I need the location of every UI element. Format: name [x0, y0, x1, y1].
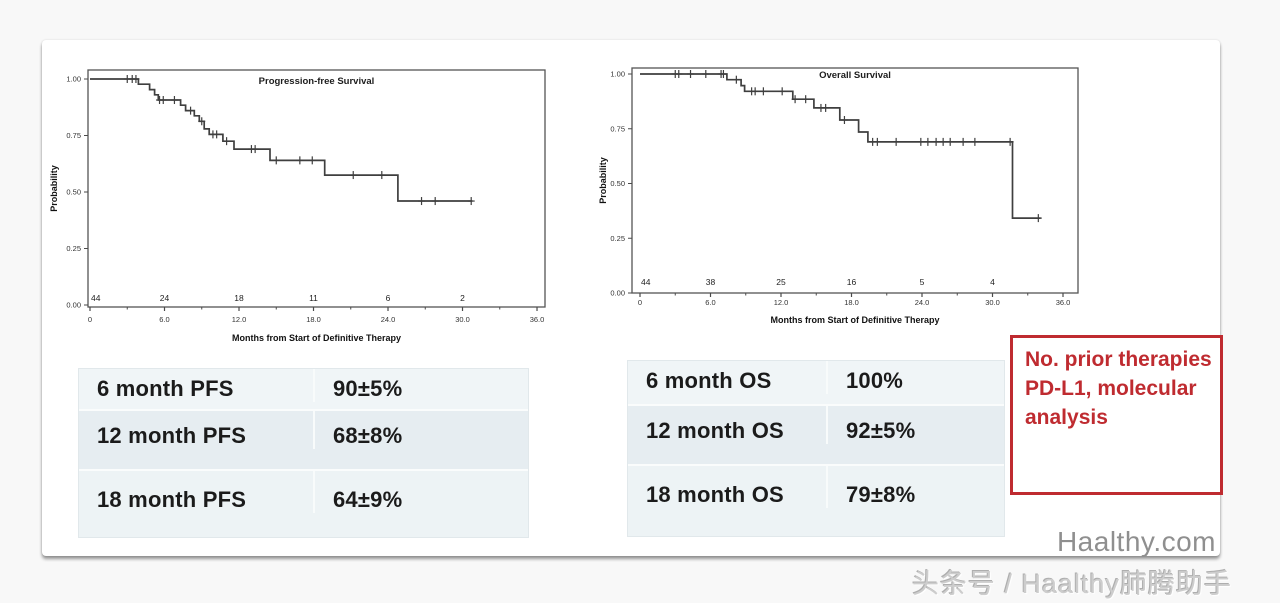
pfs-summary-table: 6 month PFS 90±5% 12 month PFS 68±8% 18 …: [78, 368, 529, 538]
svg-text:0.75: 0.75: [610, 124, 625, 133]
svg-text:36.0: 36.0: [1056, 298, 1071, 307]
os-summary-table: 6 month OS 100% 12 month OS 92±5% 18 mon…: [627, 360, 1005, 537]
svg-text:Progression-free Survival: Progression-free Survival: [259, 76, 375, 87]
svg-text:0.50: 0.50: [610, 179, 625, 188]
svg-text:44: 44: [641, 277, 651, 287]
svg-text:18.0: 18.0: [306, 315, 321, 324]
svg-text:0.25: 0.25: [66, 244, 81, 253]
svg-text:0: 0: [638, 298, 642, 307]
svg-text:44: 44: [91, 293, 101, 303]
metric-value: 100%: [826, 361, 1004, 394]
svg-text:Months from Start of Definitiv: Months from Start of Definitive Therapy: [770, 315, 939, 325]
note-line: PD-L1, molecular analysis: [1025, 377, 1197, 429]
annotation-note-box: No. prior therapies PD-L1, molecular ana…: [1010, 335, 1223, 495]
svg-text:0.75: 0.75: [66, 131, 81, 140]
metric-value: 79±8%: [826, 466, 1004, 508]
svg-text:30.0: 30.0: [985, 298, 1000, 307]
os-km-chart: 1.00 0.75 0.50 0.25 0.00 0 6.0 12.0 18.0 24.0 30.0…: [598, 67, 1079, 325]
svg-text:1.00: 1.00: [610, 70, 625, 79]
svg-text:12.0: 12.0: [774, 298, 789, 307]
svg-text:18.0: 18.0: [844, 298, 859, 307]
svg-text:25: 25: [776, 277, 786, 287]
table-row: 12 month PFS 68±8%: [79, 409, 528, 469]
svg-text:0.50: 0.50: [66, 188, 81, 197]
svg-text:4: 4: [990, 277, 995, 287]
metric-value: 92±5%: [826, 406, 1004, 444]
svg-text:11: 11: [309, 293, 318, 303]
metric-label: 18 month PFS: [97, 487, 247, 512]
svg-text:2: 2: [460, 293, 465, 303]
svg-text:24.0: 24.0: [915, 298, 930, 307]
metric-label: 6 month OS: [646, 368, 772, 393]
svg-text:38: 38: [706, 277, 716, 287]
svg-text:0.25: 0.25: [610, 234, 625, 243]
svg-text:6.0: 6.0: [159, 315, 169, 324]
svg-text:Months from Start of Definitiv: Months from Start of Definitive Therapy: [232, 333, 401, 343]
svg-text:1.00: 1.00: [66, 75, 81, 84]
svg-text:24: 24: [160, 293, 170, 303]
footer-credit-text: 头条号 / Haalthy肺腾助手: [911, 569, 1232, 599]
metric-label: 12 month PFS: [97, 423, 247, 448]
svg-text:0.00: 0.00: [610, 289, 625, 298]
svg-text:12.0: 12.0: [232, 315, 247, 324]
watermark-haalthy: Haalthy.com: [1056, 526, 1216, 557]
svg-text:6.0: 6.0: [705, 298, 715, 307]
svg-text:36.0: 36.0: [530, 315, 545, 324]
note-line: No. prior therapies: [1025, 348, 1212, 371]
svg-text:16: 16: [847, 277, 857, 287]
svg-text:Overall Survival: Overall Survival: [819, 70, 891, 81]
table-row: 18 month PFS 64±9%: [79, 469, 528, 537]
table-row: 18 month OS 79±8%: [628, 464, 1004, 536]
metric-value: 68±8%: [313, 411, 528, 449]
pfs-km-chart: 1.00 0.75 0.50 0.25 0.00 0 6.0 12.0 18.0 24.0 30.0…: [49, 69, 546, 343]
metric-value: 64±9%: [313, 471, 528, 513]
metric-label: 18 month OS: [646, 482, 784, 507]
svg-text:Probability: Probability: [598, 157, 608, 204]
svg-text:24.0: 24.0: [381, 315, 396, 324]
svg-text:5: 5: [920, 277, 925, 287]
metric-value: 90±5%: [313, 369, 528, 402]
svg-text:6: 6: [386, 293, 391, 303]
svg-text:18: 18: [234, 293, 244, 303]
metric-label: 6 month PFS: [97, 376, 234, 401]
svg-text:0.00: 0.00: [66, 301, 81, 310]
svg-text:Probability: Probability: [49, 165, 59, 212]
table-row: 6 month PFS 90±5%: [79, 369, 528, 409]
svg-text:0: 0: [88, 315, 92, 324]
svg-text:30.0: 30.0: [455, 315, 470, 324]
table-row: 6 month OS 100%: [628, 361, 1004, 404]
metric-label: 12 month OS: [646, 418, 784, 443]
table-row: 12 month OS 92±5%: [628, 404, 1004, 464]
slide-card: 1.00 0.75 0.50 0.25 0.00 0 6.0 12.0 18.0 24.0 30.0…: [42, 40, 1223, 557]
